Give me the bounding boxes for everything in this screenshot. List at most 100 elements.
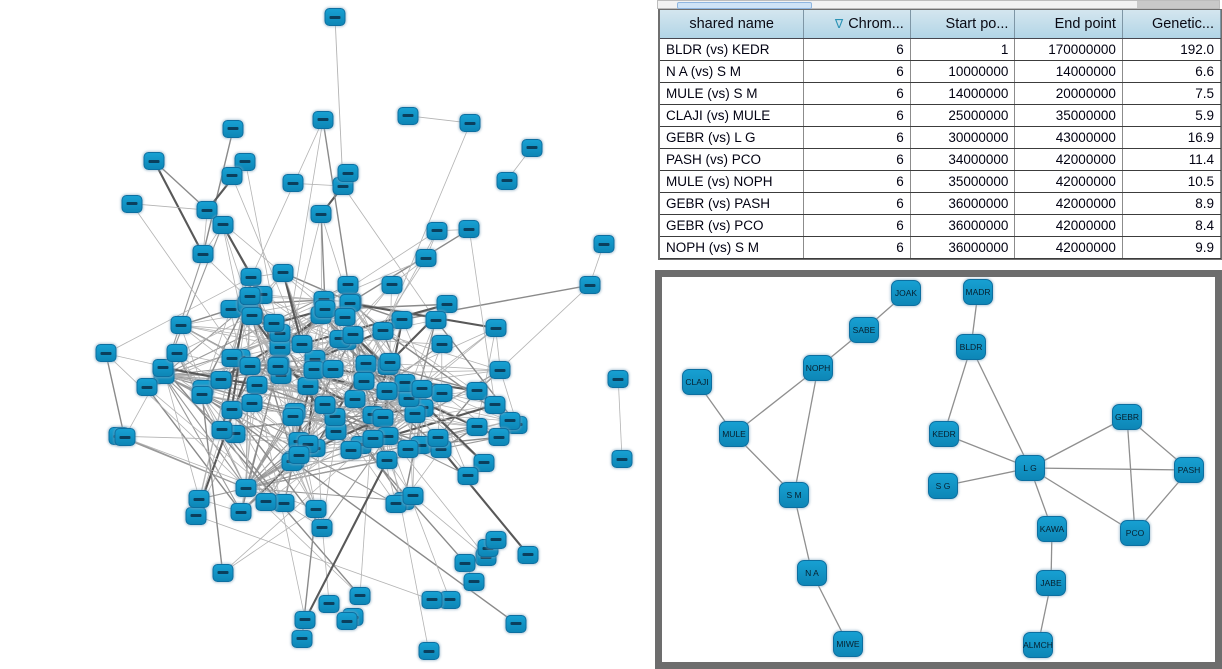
network-node[interactable] <box>170 316 191 335</box>
network-edge[interactable] <box>342 185 437 321</box>
network-edge[interactable] <box>245 403 253 489</box>
node-JABE[interactable]: JABE <box>1036 570 1066 596</box>
network-node[interactable] <box>397 440 419 459</box>
network-edge[interactable] <box>162 366 258 387</box>
network-node[interactable] <box>362 429 384 448</box>
network-edge[interactable] <box>245 161 300 442</box>
node-KAWA[interactable]: KAWA <box>1037 516 1067 542</box>
network-edge[interactable] <box>163 374 247 489</box>
table-row-pash-vs-pco[interactable]: PASH (vs) PCO 6 34000000 42000000 11.4 <box>660 148 1222 171</box>
network-edge[interactable] <box>386 390 421 446</box>
network-node[interactable] <box>95 344 117 363</box>
network-edge[interactable] <box>162 367 361 597</box>
network-edge[interactable] <box>163 374 242 513</box>
column-header-chrom[interactable]: ∇ Chrom... <box>803 10 911 39</box>
cell-shared-name[interactable]: PASH (vs) PCO <box>660 148 805 171</box>
network-node[interactable] <box>312 110 334 129</box>
cell-shared-name[interactable]: CLAJI (vs) MULE <box>660 104 805 127</box>
table-row-noph-vs-s-m[interactable]: NOPH (vs) S M 6 36000000 42000000 9.9 <box>660 236 1222 259</box>
network-node[interactable] <box>311 518 333 537</box>
network-edge[interactable] <box>256 385 300 442</box>
network-edge[interactable] <box>354 398 388 461</box>
network-edge[interactable] <box>382 230 438 332</box>
network-edge[interactable] <box>313 369 405 502</box>
table-row-claji-vs-mule[interactable]: CLAJI (vs) MULE 6 25000000 35000000 5.9 <box>660 104 1222 127</box>
network-edge[interactable] <box>131 203 208 211</box>
network-edge[interactable] <box>176 353 300 442</box>
network-node[interactable] <box>255 492 277 511</box>
network-node[interactable] <box>521 138 543 157</box>
column-header-genetic[interactable]: Genetic... <box>1122 10 1222 39</box>
node-PASH[interactable]: PASH <box>1174 457 1204 483</box>
cell-genetic[interactable]: 11.4 <box>1122 148 1222 171</box>
network-node[interactable] <box>421 590 442 609</box>
network-node[interactable] <box>282 174 304 193</box>
network-node[interactable] <box>427 428 449 447</box>
network-node[interactable] <box>344 390 366 409</box>
network-edge[interactable] <box>201 394 224 573</box>
table-row-gebr-vs-pco[interactable]: GEBR (vs) PCO 6 36000000 42000000 8.4 <box>660 214 1222 237</box>
network-edge[interactable] <box>324 309 356 400</box>
network-node[interactable] <box>355 354 376 373</box>
network-edge[interactable] <box>245 382 406 489</box>
network-node[interactable] <box>314 395 336 414</box>
network-node[interactable] <box>611 450 633 469</box>
cell-chrom[interactable]: 6 <box>803 192 911 215</box>
network-edge[interactable] <box>196 515 432 601</box>
cell-end-point[interactable]: 42000000 <box>1014 170 1123 193</box>
table-row-mule-vs-noph[interactable]: MULE (vs) NOPH 6 35000000 42000000 10.5 <box>660 170 1222 193</box>
node-BLDR[interactable]: BLDR <box>956 334 986 360</box>
network-node[interactable] <box>488 428 510 447</box>
cell-start-po[interactable]: 10000000 <box>910 60 1016 83</box>
network-node[interactable] <box>152 358 174 377</box>
node-MIWE[interactable]: MIWE <box>833 631 863 657</box>
cell-genetic[interactable]: 10.5 <box>1122 170 1222 193</box>
network-edge[interactable] <box>180 325 204 389</box>
network-edge[interactable] <box>105 276 252 354</box>
network-node[interactable] <box>267 357 289 376</box>
cell-chrom[interactable]: 6 <box>803 148 911 171</box>
table-row-gebr-vs-l-g[interactable]: GEBR (vs) L G 6 30000000 43000000 16.9 <box>660 126 1222 149</box>
network-node[interactable] <box>239 357 261 376</box>
network-node[interactable] <box>272 263 294 282</box>
cell-start-po[interactable]: 34000000 <box>910 148 1016 171</box>
network-node[interactable] <box>212 215 234 234</box>
cell-shared-name[interactable]: GEBR (vs) L G <box>660 126 805 149</box>
table-horizontal-scrollbar[interactable] <box>657 0 1220 9</box>
network-edge[interactable] <box>262 294 352 303</box>
node-MULE[interactable]: MULE <box>719 421 749 447</box>
network-node[interactable] <box>221 400 243 419</box>
network-node[interactable] <box>230 503 252 522</box>
node-NA[interactable]: N A <box>797 560 827 586</box>
network-edge[interactable] <box>118 435 247 489</box>
network-edge[interactable] <box>321 436 388 529</box>
network-node[interactable] <box>337 275 359 294</box>
edge-LG-PCO[interactable] <box>1029 467 1136 534</box>
network-node[interactable] <box>431 384 453 402</box>
cell-end-point[interactable]: 14000000 <box>1014 60 1123 83</box>
network-node[interactable] <box>334 308 356 327</box>
edge-BLDR-LG[interactable] <box>970 346 1031 469</box>
edge-BLDR-KEDR[interactable] <box>943 346 972 435</box>
cell-shared-name[interactable]: MULE (vs) S M <box>660 82 805 105</box>
network-node[interactable] <box>489 361 511 380</box>
cell-shared-name[interactable]: BLDR (vs) KEDR <box>660 38 805 61</box>
network-edge[interactable] <box>321 527 330 604</box>
node-ALMCH[interactable]: ALMCH <box>1023 632 1053 658</box>
node-SABE[interactable]: SABE <box>849 317 879 343</box>
network-node[interactable] <box>431 335 453 354</box>
network-edge[interactable] <box>222 224 306 620</box>
cell-genetic[interactable]: 16.9 <box>1122 126 1222 149</box>
network-edge[interactable] <box>250 119 324 278</box>
network-node[interactable] <box>339 294 360 313</box>
network-edge[interactable] <box>146 386 243 513</box>
network-node[interactable] <box>294 610 316 629</box>
cell-shared-name[interactable]: MULE (vs) NOPH <box>660 170 805 193</box>
network-edge[interactable] <box>176 353 247 489</box>
network-node[interactable] <box>288 446 310 465</box>
network-node[interactable] <box>607 370 629 389</box>
network-node[interactable] <box>136 378 158 397</box>
network-node[interactable] <box>454 554 476 573</box>
network-edge[interactable] <box>131 203 241 358</box>
network-node[interactable] <box>166 344 188 363</box>
